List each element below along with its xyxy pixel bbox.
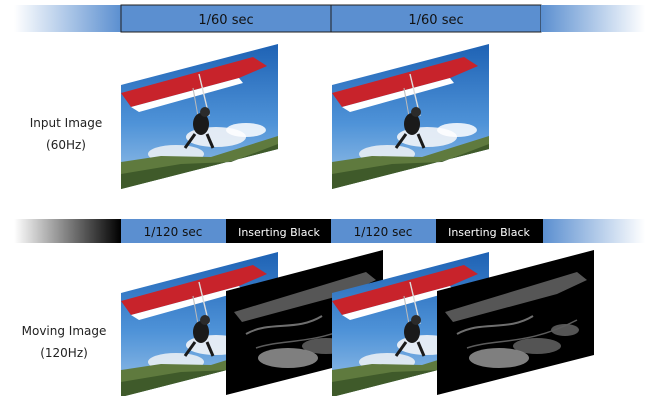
bottom-segment-2-label: Inserting Black bbox=[238, 226, 320, 239]
input-image-label-line2: (60Hz) bbox=[46, 138, 86, 152]
top-timeline: 1/60 sec 1/60 sec bbox=[14, 4, 645, 33]
bottom-fade-out bbox=[543, 219, 645, 243]
bottom-segment-4-label: Inserting Black bbox=[448, 226, 530, 239]
input-frame-1 bbox=[119, 42, 280, 191]
bottom-segment-3-label: 1/120 sec bbox=[354, 225, 413, 239]
moving-image-label-line1: Moving Image bbox=[21, 324, 107, 338]
top-segment-1 bbox=[120, 4, 332, 33]
input-frame-2 bbox=[330, 42, 491, 191]
moving-image-label-line2: (120Hz) bbox=[40, 346, 88, 360]
top-segment-2-label: 1/60 sec bbox=[408, 13, 463, 28]
top-fade-out bbox=[541, 5, 645, 32]
input-image-label-line1: Input Image bbox=[29, 116, 103, 130]
bottom-segment-3 bbox=[331, 219, 436, 243]
input-image-label: Input Image (60Hz) bbox=[14, 112, 118, 156]
top-segment-2 bbox=[330, 4, 542, 33]
bottom-segment-1 bbox=[121, 219, 226, 243]
bottom-segment-4 bbox=[436, 219, 543, 243]
top-fade-in bbox=[14, 5, 121, 32]
hang-glider-photo-icon bbox=[119, 42, 280, 191]
top-segment-1-label: 1/60 sec bbox=[198, 13, 253, 28]
moving-image-label: Moving Image (120Hz) bbox=[8, 320, 120, 364]
bottom-segment-1-label: 1/120 sec bbox=[144, 225, 203, 239]
bottom-fade-in bbox=[14, 219, 121, 243]
bottom-timeline: 1/120 sec Inserting Black 1/120 sec Inse… bbox=[14, 219, 645, 243]
hang-glider-photo-icon bbox=[330, 42, 491, 191]
bottom-segment-2 bbox=[226, 219, 331, 243]
